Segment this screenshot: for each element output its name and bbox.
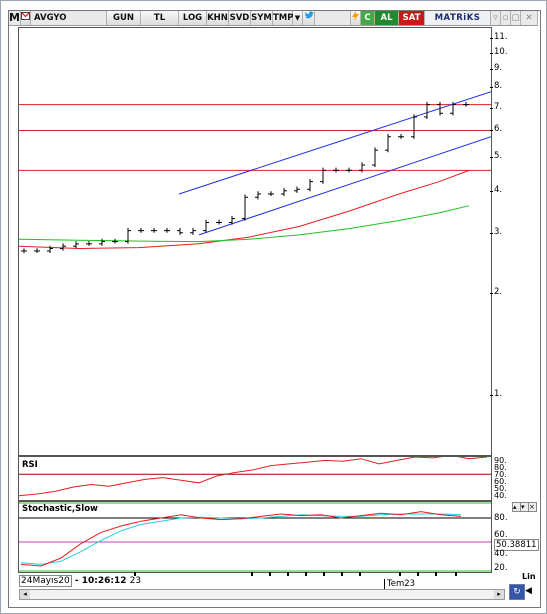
stoch-d-line: [20, 513, 462, 565]
rsi-axis-label: 60.: [494, 477, 507, 486]
stoch-axis-label: 40.: [494, 549, 508, 559]
sell-button[interactable]: SAT: [399, 11, 425, 25]
stochastic-chart: [19, 502, 491, 572]
axis-tick: [490, 157, 493, 158]
stoch-k-line: [20, 511, 462, 567]
chart-toolbar: M AVGYO GUN TL LOG KHN SVD SYM TMP ▼ C A…: [9, 11, 538, 26]
rsi-axis-label: 90.: [494, 456, 507, 465]
c-button[interactable]: C: [361, 11, 375, 25]
moving-average-green: [18, 205, 470, 243]
price-axis-label: 3.: [494, 227, 503, 237]
price-axis-label: 2.: [494, 287, 503, 297]
price-axis: 11. 10. 9. 8. 7. 6. 5. 4. 3. 2. 1.: [490, 27, 535, 454]
stoch-value-badge: 50.38811: [494, 539, 539, 551]
axis-tick: [490, 191, 493, 192]
rsi-pane[interactable]: RSI: [18, 454, 492, 501]
pane-controls[interactable]: ▴ ▾ ×: [512, 502, 537, 512]
toolbar-spacer: [315, 11, 351, 25]
price-axis-label: 11.: [494, 32, 508, 42]
price-axis-label: 8.: [494, 81, 503, 91]
matriks-brand: MATRiKS: [425, 11, 491, 25]
sym-button[interactable]: SYM: [251, 11, 273, 25]
svd-button[interactable]: SVD: [229, 11, 251, 25]
axis-tick: [490, 293, 493, 294]
period-button[interactable]: GUN: [107, 11, 141, 25]
rsi-chart: [18, 454, 491, 497]
price-axis-label: 5.: [494, 151, 503, 161]
lin-label: Lin: [522, 572, 536, 581]
twitter-icon[interactable]: [303, 11, 315, 25]
channel-lower-line: [198, 136, 492, 236]
axis-tick: [490, 69, 493, 70]
axis-tick: [490, 87, 493, 88]
stochastic-title: Stochastic,Slow: [22, 504, 98, 514]
status-bar: 24Mayıs20 - 10:26:12 23 Tem23 ◂ ▸ ↻ ◀ Li…: [9, 572, 538, 605]
khn-button[interactable]: KHN: [207, 11, 229, 25]
horizontal-scrollbar[interactable]: ◂ ▸: [19, 589, 505, 600]
date-box: 24Mayıs20: [19, 575, 72, 587]
rsi-axis-label: 40.: [494, 491, 507, 500]
tmp-button[interactable]: TMP: [273, 11, 294, 25]
currency-button[interactable]: TL: [141, 11, 179, 25]
matriks-logo: M: [9, 11, 21, 25]
symbol-field[interactable]: AVGYO: [31, 11, 107, 25]
axis-tick: [490, 130, 493, 131]
channel-upper-line: [178, 91, 492, 195]
rsi-axis-label: 80.: [494, 463, 507, 472]
time-axis: [134, 572, 457, 576]
buy-button[interactable]: AL: [375, 11, 399, 25]
price-axis-label: 10.: [494, 47, 508, 57]
stoch-axis-label: 80.: [494, 513, 508, 523]
lightning-icon[interactable]: [351, 11, 361, 25]
rsi-axis-label: 70.: [494, 470, 507, 479]
pane-close-icon[interactable]: ×: [528, 502, 537, 512]
price-axis-label: 9.: [494, 63, 503, 73]
scroll-left-icon[interactable]: ◂: [20, 590, 30, 599]
price-axis-label: 6.: [494, 124, 503, 134]
stochastic-axis: 80. 60. 50.38811 40. 20. ▴ ▾ ×: [490, 501, 539, 573]
time-suffix: 23: [129, 576, 142, 586]
rsi-axis: 90. 80. 70. 60. 50. 40.: [490, 456, 535, 500]
time-text: - 10:26:12: [74, 576, 127, 586]
axis-tick: [490, 395, 493, 396]
moving-average-red: [18, 169, 470, 250]
axis-tick: [490, 53, 493, 54]
minimize-icon[interactable]: ▫: [501, 11, 511, 25]
axis-tick: [490, 38, 493, 39]
stoch-axis-label: 20.: [494, 563, 508, 573]
price-axis-label: 4.: [494, 185, 503, 195]
crosshair-datetime: 24Mayıs20 - 10:26:12 23: [19, 575, 142, 587]
stoch-axis-label: 60.: [494, 530, 508, 540]
price-axis-label: 7.: [494, 102, 503, 112]
refresh-icon[interactable]: ↻: [509, 584, 525, 600]
restore-icon[interactable]: ▢: [511, 11, 521, 25]
rsi-line: [18, 454, 488, 497]
axis-tick: [490, 108, 493, 109]
price-axis-label: 1.: [494, 389, 503, 399]
scroll-right-icon[interactable]: ▸: [494, 590, 504, 599]
log-button[interactable]: LOG: [179, 11, 207, 25]
month-label: Tem23: [384, 579, 415, 589]
rsi-axis-label: 50.: [494, 484, 507, 493]
price-pane[interactable]: [18, 27, 492, 456]
price-chart: [18, 91, 492, 254]
envelope-icon[interactable]: [21, 11, 31, 25]
rsi-title: RSI: [22, 460, 38, 470]
nav-left-icon[interactable]: ◀: [525, 586, 532, 596]
pin-icon[interactable]: ▿: [491, 11, 501, 25]
axis-tick: [490, 233, 493, 234]
stochastic-pane[interactable]: Stochastic,Slow: [18, 501, 492, 573]
close-icon[interactable]: ✕: [521, 11, 538, 25]
dropdown-arrow-icon[interactable]: ▼: [293, 11, 303, 25]
